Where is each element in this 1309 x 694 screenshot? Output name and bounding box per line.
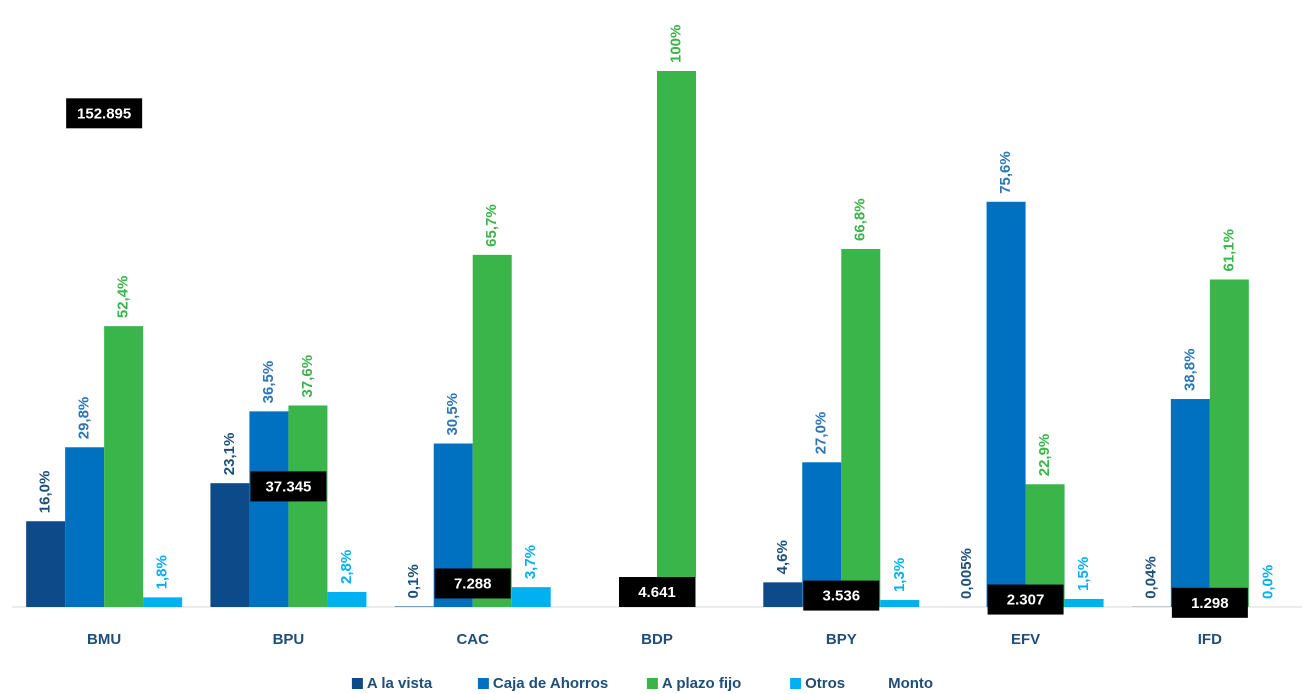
amount-box: 4.641 (619, 577, 695, 608)
data-label: 1,3% (891, 558, 908, 592)
data-label: 75,6% (997, 151, 1014, 194)
amount-marker (66, 98, 143, 129)
legend-label: Monto (888, 675, 933, 692)
data-label: 52,4% (115, 276, 132, 319)
bar (249, 411, 289, 607)
amount-label: 1.298 (1191, 595, 1229, 612)
data-label: 29,8% (76, 397, 93, 440)
bar (143, 597, 183, 607)
data-label: 16,0% (37, 471, 54, 514)
legend-label: A plazo fijo (662, 675, 741, 692)
bar (1064, 598, 1104, 607)
data-label: 1,8% (154, 555, 171, 589)
x-tick-label: BPU (273, 631, 305, 648)
x-tick-label: EFV (1011, 631, 1040, 648)
amount-box: 3.536 (803, 580, 880, 611)
amount-box: 1.298 (1171, 587, 1248, 618)
amount-box: 2.307 (987, 584, 1064, 615)
data-label: 100% (667, 25, 684, 63)
amount-label: 37.345 (265, 478, 311, 495)
bar (511, 587, 551, 607)
bar (763, 582, 803, 607)
data-label: 38,8% (1181, 348, 1198, 391)
bar (841, 248, 881, 607)
data-label: 61,1% (1220, 229, 1237, 272)
legend-swatch (351, 678, 363, 689)
data-label: 30,5% (444, 393, 461, 436)
x-tick-label: BDP (641, 631, 673, 648)
data-label: 27,0% (813, 412, 830, 455)
legend-swatch (646, 678, 658, 689)
amount-marker (1171, 587, 1248, 618)
data-label: 22,9% (1036, 434, 1053, 477)
bar (65, 447, 105, 607)
amount-label: 3.536 (823, 588, 861, 605)
bar (657, 71, 696, 607)
bar (104, 326, 144, 607)
amount-marker (987, 584, 1064, 615)
data-label: 0,005% (958, 548, 975, 599)
legend-label: Otros (805, 675, 845, 692)
bar (327, 591, 367, 607)
x-tick-label: BPY (826, 631, 857, 648)
legend-label: Caja de Ahorros (493, 675, 608, 692)
bar (288, 405, 328, 607)
data-label: 0,1% (405, 564, 422, 598)
bar (986, 201, 1026, 607)
data-label: 3,7% (522, 545, 539, 579)
bar (394, 606, 434, 607)
amount-box: 37.345 (250, 471, 327, 502)
amount-marker (434, 568, 511, 599)
amount-box: 152.895 (66, 98, 143, 129)
data-label: 23,1% (221, 433, 238, 476)
amount-marker (619, 577, 695, 608)
data-label: 65,7% (483, 204, 500, 247)
amount-label: 7.288 (454, 575, 492, 592)
amount-label: 4.641 (638, 584, 676, 601)
data-label: 0,04% (1142, 556, 1159, 599)
x-tick-label: BMU (87, 631, 121, 648)
legend-swatch (790, 678, 802, 689)
legend: A la vista Caja de Ahorros A plazo fijo Otr… (351, 675, 933, 692)
data-label: 37,6% (299, 355, 316, 398)
bar (1170, 399, 1210, 607)
bar (880, 600, 920, 607)
bar (1209, 279, 1249, 607)
amount-label: 2.307 (1007, 592, 1045, 609)
legend-label: A la vista (367, 675, 433, 692)
data-label: 36,5% (260, 361, 277, 404)
amount-marker (250, 471, 327, 502)
amount-box: 7.288 (434, 568, 511, 599)
x-tick-label: CAC (456, 631, 489, 648)
bar (472, 254, 512, 607)
data-label: 1,5% (1075, 557, 1092, 591)
data-label: 0,0% (1259, 565, 1276, 599)
data-label: 4,6% (774, 540, 791, 574)
data-label: 2,8% (338, 550, 355, 584)
bar (210, 483, 250, 607)
bar (26, 521, 66, 607)
amount-marker (803, 580, 880, 611)
data-label: 66,8% (852, 198, 869, 241)
legend-swatch (477, 678, 489, 689)
x-tick-label: IFD (1198, 631, 1222, 648)
amount-label: 152.895 (77, 105, 131, 122)
